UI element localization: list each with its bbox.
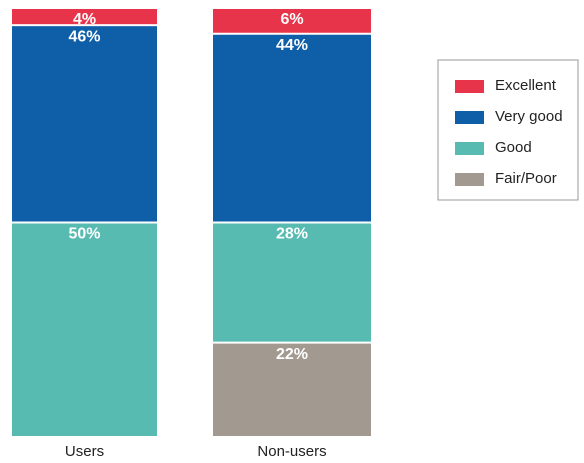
bar-segment — [213, 223, 371, 342]
legend-swatch — [455, 142, 484, 155]
bar-segment — [213, 34, 371, 222]
x-tick-label: Non-users — [257, 443, 326, 460]
legend-swatch — [455, 173, 484, 186]
bar-segment — [12, 9, 157, 25]
legend-label: Fair/Poor — [495, 170, 557, 187]
value-label: 22% — [276, 346, 308, 363]
value-label: 6% — [280, 11, 303, 28]
bar-segment — [213, 343, 371, 436]
bar-segment — [12, 26, 157, 222]
legend-label: Good — [495, 139, 532, 156]
legend-label: Excellent — [495, 77, 557, 94]
legend-swatch — [455, 80, 484, 93]
bar-segment — [12, 223, 157, 436]
value-label: 4% — [73, 11, 96, 28]
x-tick-label: Users — [65, 443, 104, 460]
bar-segment — [213, 9, 371, 33]
value-label: 44% — [276, 37, 308, 54]
legend-label: Very good — [495, 108, 563, 125]
legend-swatch — [455, 111, 484, 124]
value-label: 28% — [276, 226, 308, 243]
value-label: 50% — [68, 226, 100, 243]
value-label: 46% — [68, 28, 100, 45]
